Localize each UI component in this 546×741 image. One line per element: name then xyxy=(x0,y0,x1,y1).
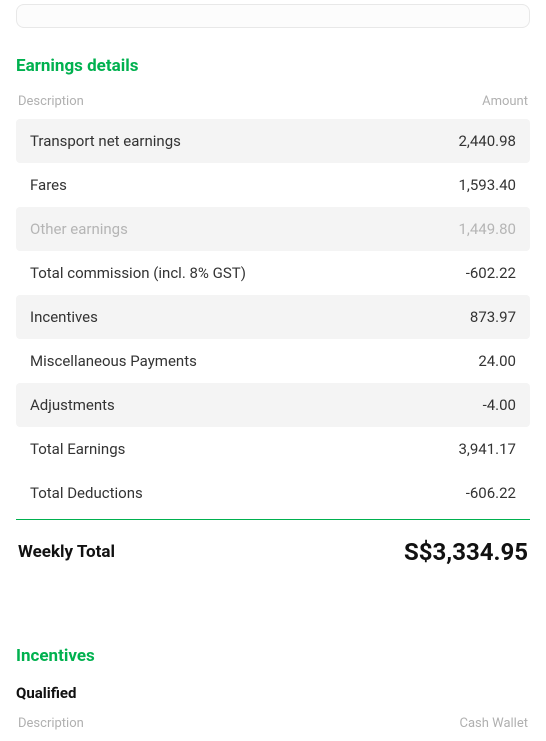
header-cash-wallet: Cash Wallet xyxy=(460,716,529,731)
incentives-subtitle: Qualified xyxy=(16,684,530,702)
incentives-table-header: Description Cash Wallet xyxy=(16,716,530,741)
table-row: Total Earnings 3,941.17 xyxy=(16,427,530,471)
earnings-section-title: Earnings details xyxy=(16,56,530,76)
row-desc: Other earnings xyxy=(30,220,128,238)
top-card xyxy=(16,4,530,28)
row-amt: 873.97 xyxy=(470,308,516,326)
row-amt: 1,593.40 xyxy=(459,176,517,194)
earnings-table-header: Description Amount xyxy=(16,94,530,119)
row-desc: Transport net earnings xyxy=(30,132,181,150)
weekly-total-label: Weekly Total xyxy=(18,542,115,562)
row-amt: 2,440.98 xyxy=(459,132,517,150)
section-spacer xyxy=(16,586,530,646)
row-desc: Total Earnings xyxy=(30,440,125,458)
row-desc: Fares xyxy=(30,176,67,194)
incentives-section-title: Incentives xyxy=(16,646,530,666)
header-description: Description xyxy=(18,716,84,731)
row-desc: Miscellaneous Payments xyxy=(30,352,197,370)
table-row: Fares 1,593.40 xyxy=(16,163,530,207)
weekly-total-row: Weekly Total S$3,334.95 xyxy=(16,520,530,586)
table-row: Adjustments -4.00 xyxy=(16,383,530,427)
row-amt: 24.00 xyxy=(478,352,516,370)
row-desc: Adjustments xyxy=(30,396,115,414)
table-row: Total Deductions -606.22 xyxy=(16,471,530,515)
row-desc: Total commission (incl. 8% GST) xyxy=(30,264,246,282)
table-row: Total commission (incl. 8% GST) -602.22 xyxy=(16,251,530,295)
row-amt: -606.22 xyxy=(466,484,516,502)
row-amt: -4.00 xyxy=(483,396,516,414)
row-desc: Total Deductions xyxy=(30,484,143,502)
header-description: Description xyxy=(18,94,84,109)
row-amt: -602.22 xyxy=(466,264,516,282)
weekly-total-amount: S$3,334.95 xyxy=(404,538,528,566)
header-amount: Amount xyxy=(482,94,528,109)
table-row: Incentives 873.97 xyxy=(16,295,530,339)
table-row: Transport net earnings 2,440.98 xyxy=(16,119,530,163)
table-row: Other earnings 1,449.80 xyxy=(16,207,530,251)
row-amt: 3,941.17 xyxy=(459,440,517,458)
table-row: Miscellaneous Payments 24.00 xyxy=(16,339,530,383)
row-amt: 1,449.80 xyxy=(459,220,517,238)
row-desc: Incentives xyxy=(30,308,98,326)
